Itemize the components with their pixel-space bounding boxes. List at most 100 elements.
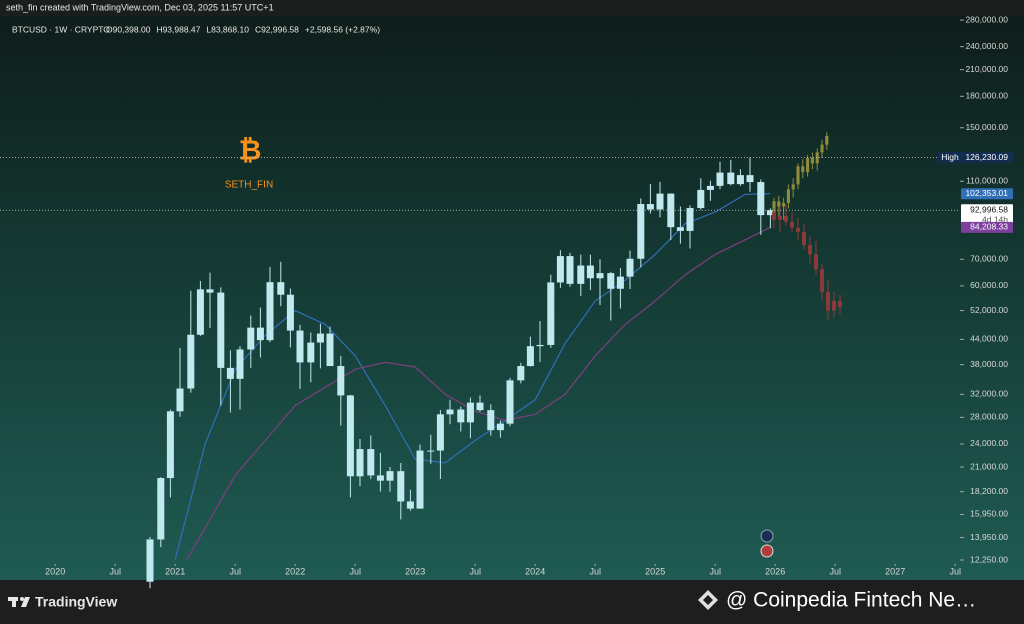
y-tick-label: 60,000.00 bbox=[970, 280, 1008, 290]
candle-body bbox=[566, 256, 574, 284]
readout-field: O90,398.00 bbox=[106, 24, 151, 34]
candle-body bbox=[277, 282, 285, 295]
candle-body bbox=[790, 221, 794, 228]
x-tick-label: Jul bbox=[589, 566, 601, 576]
candle-body bbox=[616, 276, 624, 289]
x-tick-label: 2022 bbox=[285, 566, 305, 576]
candle-body bbox=[157, 478, 165, 540]
candle-body bbox=[826, 291, 830, 311]
price-marker-label: 84,208.33 bbox=[970, 222, 1008, 232]
candle-body bbox=[838, 300, 842, 308]
candle-body bbox=[697, 189, 705, 209]
candle-body bbox=[196, 289, 204, 335]
candle-body bbox=[476, 402, 484, 411]
y-tick-label: 15,950.00 bbox=[970, 509, 1008, 519]
candle-body bbox=[397, 471, 405, 502]
candle-body bbox=[736, 175, 744, 185]
candle-body bbox=[656, 193, 664, 210]
x-tick-label: 2025 bbox=[645, 566, 665, 576]
candle-body bbox=[446, 409, 454, 415]
candle-body bbox=[832, 300, 836, 311]
y-tick-label: 240,000.00 bbox=[965, 41, 1008, 51]
candle-body bbox=[577, 265, 585, 284]
moving-average bbox=[186, 226, 771, 560]
tradingview-logo bbox=[8, 597, 30, 607]
candle-body bbox=[236, 349, 244, 379]
y-tick-label: 210,000.00 bbox=[965, 64, 1008, 74]
candle-body bbox=[586, 265, 594, 279]
x-tick-label: 2020 bbox=[45, 566, 65, 576]
candle-body bbox=[326, 333, 334, 367]
x-tick-label: Jul bbox=[229, 566, 241, 576]
price-marker bbox=[961, 188, 1013, 200]
price-marker-label: 102,353.01 bbox=[965, 188, 1008, 198]
x-tick-label: Jul bbox=[709, 566, 721, 576]
y-tick-label: 280,000.00 bbox=[965, 14, 1008, 24]
readout-field: L83,868.10 bbox=[206, 24, 249, 34]
candle-body bbox=[457, 409, 465, 423]
candle-body bbox=[676, 227, 684, 231]
x-tick-label: 2027 bbox=[885, 566, 905, 576]
y-tick-label: 38,000.00 bbox=[970, 359, 1008, 369]
candle-body bbox=[346, 395, 354, 477]
readout-field: H93,988.47 bbox=[156, 24, 200, 34]
plot: 12,250.00 13,950.00 15,950.00 18,200.00 21,0… bbox=[0, 14, 1013, 589]
candle-body bbox=[316, 333, 324, 343]
candle-body bbox=[166, 411, 174, 479]
candle-body bbox=[496, 423, 504, 431]
candle-body bbox=[778, 215, 782, 220]
price-marker bbox=[961, 204, 1013, 227]
candle-body bbox=[256, 327, 264, 341]
readout-field: C92,996.58 bbox=[255, 24, 299, 34]
y-tick-label: 110,000.00 bbox=[966, 176, 1008, 186]
y-tick-label: 24,000.00 bbox=[970, 438, 1008, 448]
candle-body bbox=[337, 366, 345, 396]
candle-body bbox=[406, 501, 414, 509]
x-tick-label: Jul bbox=[949, 566, 961, 576]
source: @ Coinpedia Fintech Ne… bbox=[726, 589, 976, 612]
price-marker bbox=[961, 221, 1013, 233]
candle-body bbox=[626, 258, 634, 277]
candle-body bbox=[266, 282, 274, 341]
candle-body bbox=[784, 215, 788, 222]
watermark: SETH_FIN bbox=[225, 180, 273, 191]
candle-body bbox=[786, 189, 790, 203]
candle-body bbox=[607, 273, 615, 289]
candle-body bbox=[176, 388, 184, 412]
top-bar bbox=[0, 0, 1024, 16]
x-tick-label: Jul bbox=[469, 566, 481, 576]
footer-bar bbox=[0, 580, 1024, 624]
x-tick-label: 2021 bbox=[165, 566, 185, 576]
candle-body bbox=[808, 245, 812, 255]
price-marker-label: 126,230.09 bbox=[965, 152, 1008, 162]
ohlc-readout: O90,398.00 H93,988.47 L83,868.10 C92,996.58… bbox=[106, 24, 380, 34]
x-tick-label: Jul bbox=[109, 566, 121, 576]
x-tick-label: Jul bbox=[349, 566, 361, 576]
candle-body bbox=[716, 172, 724, 186]
symbol: BTCUSD · 1W · CRYPTO bbox=[12, 24, 110, 34]
candle-body bbox=[815, 152, 819, 164]
candle-body bbox=[757, 182, 765, 216]
candle-body bbox=[637, 204, 645, 259]
event-icon[interactable] bbox=[760, 529, 774, 543]
price-marker-label: 92,996.58 bbox=[970, 204, 1008, 214]
candle-body bbox=[436, 414, 444, 451]
moving-average bbox=[174, 193, 771, 560]
candle-body bbox=[217, 292, 225, 368]
y-tick-label: 52,000.00 bbox=[970, 305, 1008, 315]
candle-body bbox=[782, 202, 786, 207]
candle-body bbox=[536, 344, 544, 347]
x-tick-label: 2023 bbox=[405, 566, 425, 576]
y-tick-label: 12,250.00 bbox=[970, 554, 1008, 564]
candle-body bbox=[667, 193, 675, 228]
candle-body bbox=[296, 330, 304, 363]
candle-body bbox=[356, 449, 364, 477]
candle-body bbox=[791, 184, 795, 190]
event-icon[interactable] bbox=[760, 544, 774, 558]
candle-body bbox=[307, 342, 315, 363]
candle-body bbox=[376, 475, 384, 481]
candle-body bbox=[416, 450, 424, 509]
candle-body bbox=[814, 254, 818, 270]
candle-body bbox=[517, 366, 525, 381]
